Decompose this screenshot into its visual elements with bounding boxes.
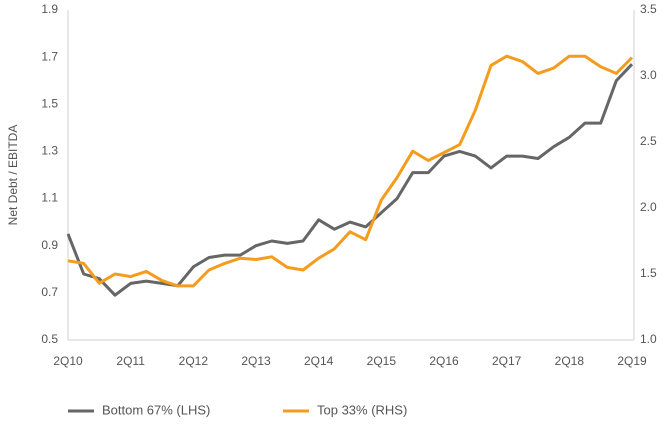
y-axis-label: Net Debt / EBITDA <box>6 125 20 226</box>
y-tick-label: 1.7 <box>41 49 58 63</box>
x-tick-label: 2Q18 <box>555 354 585 368</box>
x-tick-label: 2Q11 <box>116 354 145 368</box>
y2-tick-label: 2.5 <box>640 134 657 148</box>
y-tick-label: 0.9 <box>41 238 58 252</box>
x-tick-label: 2Q19 <box>617 354 647 368</box>
y2-tick-label: 1.0 <box>640 332 657 346</box>
legend-label: Bottom 67% (LHS) <box>102 402 210 417</box>
x-tick-label: 2Q10 <box>53 354 83 368</box>
x-tick-label: 2Q17 <box>492 354 522 368</box>
y2-tick-label: 2.0 <box>640 200 657 214</box>
x-tick-label: 2Q14 <box>304 354 334 368</box>
y2-tick-label: 3.0 <box>640 68 657 82</box>
y-tick-label: 0.7 <box>41 285 58 299</box>
y-tick-label: 0.5 <box>41 332 58 346</box>
y-tick-label: 1.3 <box>41 144 58 158</box>
x-tick-label: 2Q15 <box>367 354 397 368</box>
series-line <box>67 54 634 288</box>
y-tick-label: 1.5 <box>41 96 58 110</box>
legend-label: Top 33% (RHS) <box>317 402 407 417</box>
y-tick-label: 1.9 <box>41 2 58 16</box>
y2-tick-label: 1.5 <box>640 266 657 280</box>
series-line <box>66 63 634 297</box>
x-tick-label: 2Q16 <box>429 354 459 368</box>
y2-tick-label: 3.5 <box>640 2 657 16</box>
x-tick-label: 2Q12 <box>179 354 209 368</box>
y-tick-label: 1.1 <box>41 191 58 205</box>
x-tick-label: 2Q13 <box>241 354 271 368</box>
